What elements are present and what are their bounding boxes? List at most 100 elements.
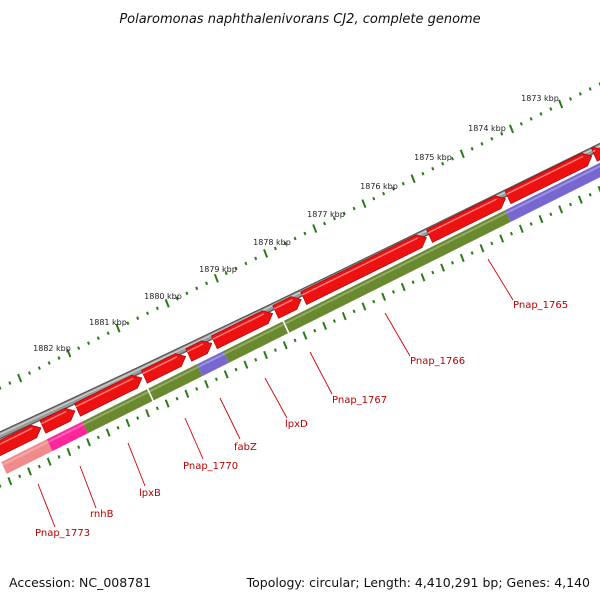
forward-gene-track (0, 146, 600, 457)
inner-tick (577, 195, 583, 204)
inner-tick (490, 241, 494, 246)
inner-tick (431, 270, 435, 275)
kbp-label: 1881 kbp (89, 318, 127, 327)
inner-tick (558, 205, 564, 214)
outer-tick (431, 166, 435, 171)
gene-label-pnap-1767[interactable]: Pnap_1767 (332, 395, 387, 406)
inner-tick (184, 389, 190, 398)
gene-label-pnap-1765[interactable]: Pnap_1765 (513, 300, 568, 311)
inner-tick (195, 387, 199, 391)
inner-tick (313, 328, 317, 333)
inner-tick (0, 484, 2, 488)
gene-label-leaders (37, 258, 514, 528)
inner-tick (538, 214, 544, 224)
inner-tick (302, 331, 308, 340)
outer-tick (57, 356, 61, 360)
inner-tick (293, 338, 297, 343)
inner-tick (518, 224, 524, 233)
inner-tick (105, 428, 111, 437)
inner-tick (470, 251, 474, 255)
cds-feature-block (505, 162, 600, 222)
inner-tick (243, 360, 249, 369)
inner-tick (332, 319, 336, 323)
outer-tick (293, 236, 297, 241)
label-leader-line (264, 377, 288, 419)
inner-tick (18, 474, 22, 479)
inner-tick (263, 350, 268, 360)
forward-gene-arrow (141, 353, 187, 384)
label-leader-line (37, 483, 56, 528)
gene-label-pnap-1773[interactable]: Pnap_1773 (35, 528, 90, 539)
inner-tick (175, 396, 179, 401)
gene-label-pnap-1766[interactable]: Pnap_1766 (410, 356, 465, 367)
outer-tick (136, 316, 140, 321)
kbp-label: 1874 kbp (468, 124, 506, 133)
inner-tick (352, 309, 356, 314)
genome-backbone (0, 142, 600, 440)
outer-tick (8, 381, 12, 385)
outer-tick (490, 137, 494, 141)
outer-tick (96, 336, 100, 340)
outer-tick (568, 97, 572, 101)
outer-tick (146, 311, 150, 316)
inner-tick (440, 263, 446, 272)
inner-tick (459, 253, 465, 263)
kbp-label: 1878 kbp (253, 238, 291, 247)
outer-tick (450, 156, 454, 161)
outer-tick (273, 246, 277, 251)
cds-feature-highlight (224, 211, 507, 355)
inner-tick (499, 234, 505, 243)
outer-tick (508, 124, 514, 134)
outer-tick (106, 331, 110, 335)
inner-tick (46, 457, 52, 466)
cds-feature-highlight (197, 352, 225, 368)
forward-gene-highlight (212, 313, 265, 340)
inner-tick (96, 435, 100, 440)
outer-tick (234, 266, 238, 271)
outer-tick (195, 286, 199, 291)
forward-gene-highlight (41, 410, 67, 425)
gene-label-rnhb[interactable]: rnhB (90, 509, 114, 520)
outer-tick (126, 321, 130, 326)
outer-tick (391, 186, 395, 191)
inner-tick (254, 358, 258, 362)
accession-text: Accession: NC_008781 (9, 575, 151, 590)
outer-tick (470, 146, 474, 151)
forward-gene-arrow (300, 234, 427, 305)
label-leader-line (384, 312, 411, 357)
inner-tick (214, 377, 218, 382)
cds-feature-highlight (506, 164, 600, 214)
outer-tick (155, 306, 159, 311)
outer-tick (323, 221, 327, 226)
kbp-label-track: 1873 kbp 1874 kbp 1875 kbp 1876 kbp 1877 kbp… (33, 94, 559, 353)
gene-label-lpxb[interactable]: lpxB (139, 488, 161, 499)
kbp-label: 1873 kbp (521, 94, 559, 103)
forward-gene-highlight (506, 155, 584, 195)
outer-tick (459, 149, 465, 159)
outer-tick (66, 348, 72, 358)
outer-tick (361, 199, 367, 209)
inner-tick (529, 222, 533, 226)
outer-tick (421, 171, 425, 176)
forward-gene-arrow (74, 374, 143, 417)
gene-label-lpxd[interactable]: lpxD (285, 419, 308, 430)
outer-tick (185, 291, 189, 296)
inner-tick (322, 321, 327, 331)
inner-tick (204, 379, 209, 389)
forward-gene-arrow (185, 340, 213, 362)
outer-tick (578, 92, 582, 96)
genome-summary-text: Topology: circular; Length: 4,410,291 bp… (246, 575, 590, 590)
outer-tick (382, 191, 386, 196)
gene-label-fabz[interactable]: fabZ (234, 442, 257, 453)
inner-tick (273, 348, 277, 352)
outer-tick (529, 117, 533, 121)
inner-tick (86, 438, 91, 447)
inner-tick (57, 455, 61, 459)
gene-label-pnap-1770[interactable]: Pnap_1770 (183, 461, 238, 472)
outer-tick (303, 231, 307, 236)
outer-tick (224, 271, 228, 276)
cds-feature-block (82, 364, 203, 434)
outer-tick (441, 161, 445, 166)
forward-gene-highlight (142, 356, 178, 375)
